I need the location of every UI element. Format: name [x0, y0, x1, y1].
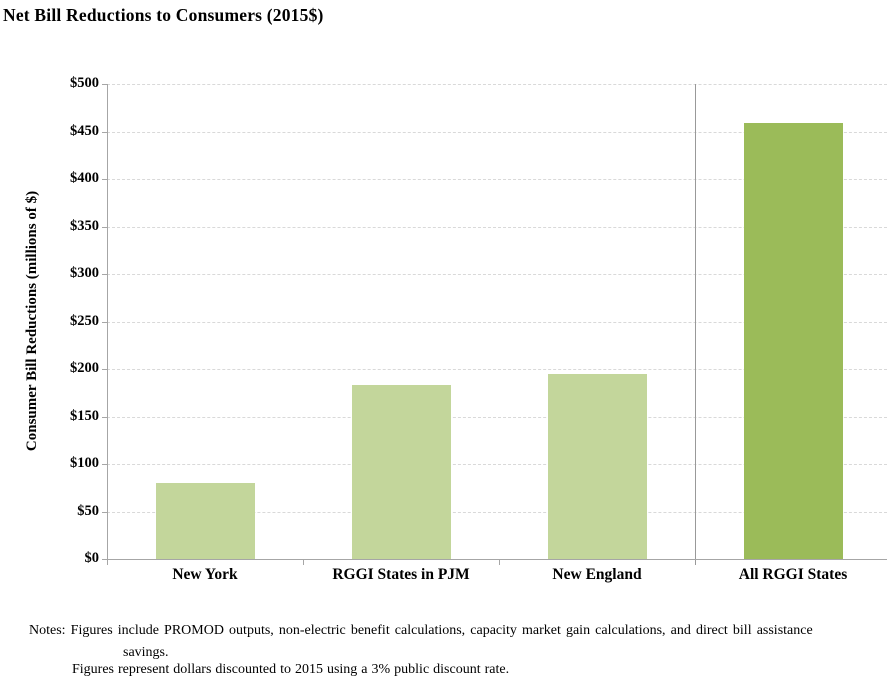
- y-tick-label: $200: [70, 360, 99, 376]
- y-tick-label: $500: [70, 75, 99, 91]
- y-tick-label: $350: [70, 217, 99, 234]
- y-tick-mark: [102, 321, 107, 323]
- y-tick-label: $300: [70, 265, 99, 281]
- gridline: [107, 511, 887, 513]
- y-tick-mark: [102, 179, 107, 180]
- y-tick-label: $100: [70, 455, 99, 471]
- x-tick-mark: [107, 559, 108, 565]
- y-tick-label: $450: [70, 122, 99, 139]
- y-tick-mark: [102, 416, 107, 418]
- y-tick-mark: [102, 464, 107, 465]
- gridline: [107, 179, 887, 180]
- chart-notes-line-1: Notes: Figures include PROMOD outputs, n…: [29, 623, 813, 638]
- y-tick-mark: [102, 131, 107, 133]
- gridline: [107, 131, 887, 133]
- y-tick-mark: [102, 369, 107, 370]
- x-axis-line: [107, 559, 887, 560]
- y-tick-mark: [102, 559, 107, 560]
- chart-notes-line-2: savings.: [123, 645, 169, 660]
- total-divider-line: [695, 84, 696, 565]
- gridline: [107, 464, 887, 465]
- y-tick-label: $150: [70, 407, 99, 424]
- chart-title: Net Bill Reductions to Consumers (2015$): [3, 5, 324, 25]
- gridline: [107, 84, 887, 85]
- x-axis-label: New England: [552, 566, 642, 583]
- y-tick-label: $50: [77, 502, 99, 519]
- chart-notes-line-3: Figures represent dollars discounted to …: [72, 662, 510, 677]
- y-tick-mark: [102, 274, 107, 275]
- gridline: [107, 369, 887, 370]
- bar-all-rggi-states: [743, 122, 843, 559]
- y-tick-mark: [102, 84, 107, 85]
- gridline: [107, 416, 887, 418]
- x-tick-mark: [303, 559, 304, 565]
- x-tick-mark: [499, 559, 500, 565]
- bar-new-york: [155, 483, 255, 559]
- x-axis-label: New York: [172, 566, 238, 583]
- gridline: [107, 274, 887, 275]
- x-axis-label: All RGGI States: [738, 566, 848, 583]
- gridline: [107, 226, 887, 228]
- x-axis-label: RGGI States in PJM: [332, 566, 470, 583]
- gridline: [107, 321, 887, 323]
- y-tick-label: $0: [84, 550, 100, 566]
- bar-new-england: [547, 373, 647, 559]
- y-tick-label: $250: [70, 312, 99, 329]
- bar-rggi-states-in-pjm: [351, 385, 451, 559]
- y-tick-mark: [102, 226, 107, 228]
- y-tick-label: $400: [70, 170, 99, 186]
- y-tick-mark: [102, 511, 107, 513]
- y-axis-line: [107, 84, 108, 559]
